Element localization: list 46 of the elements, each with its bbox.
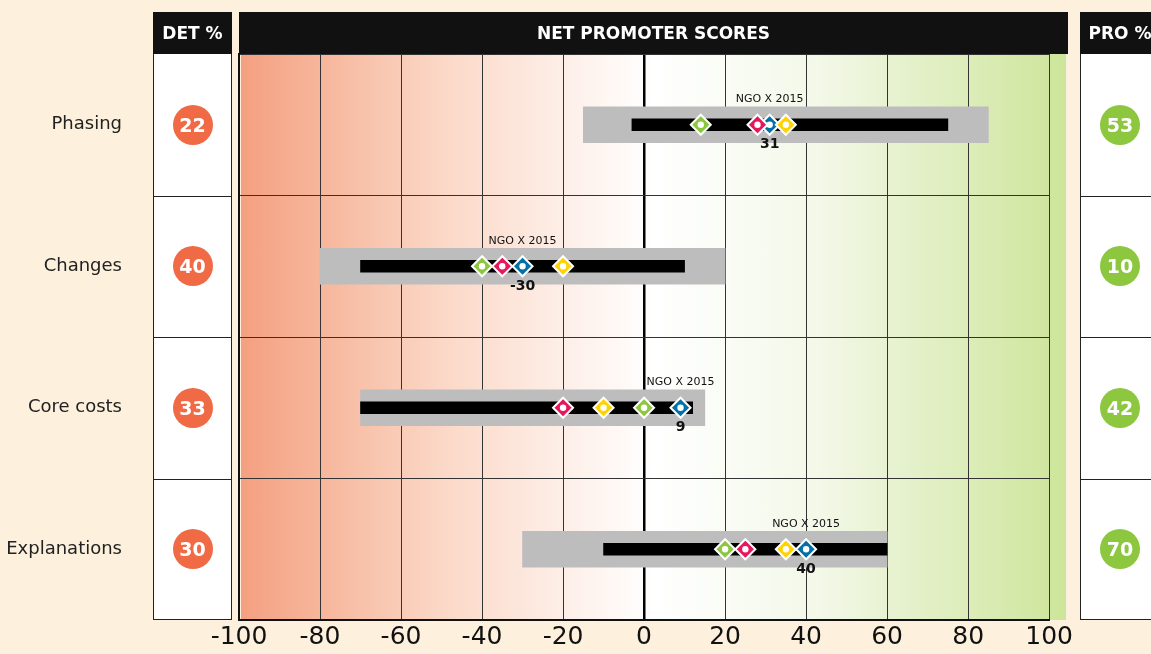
data-label: 10 bbox=[1100, 246, 1140, 287]
x-tick-label: 20 bbox=[709, 620, 741, 650]
x-tick-label: -20 bbox=[542, 620, 584, 650]
point bbox=[552, 396, 575, 419]
x-tick-label: 80 bbox=[952, 620, 985, 650]
point bbox=[689, 113, 712, 136]
point bbox=[511, 255, 534, 278]
x-tick-label: -60 bbox=[380, 620, 422, 650]
x-tick-label: -80 bbox=[299, 620, 341, 650]
data-label: 22 bbox=[172, 104, 213, 145]
data-label: 42 bbox=[1100, 387, 1140, 428]
series-label: NGO X 2015 bbox=[488, 233, 557, 247]
data-label: -30 bbox=[509, 276, 536, 293]
x-tick-label: 0 bbox=[636, 620, 653, 650]
point bbox=[669, 396, 692, 419]
y-tick-label: Changes bbox=[43, 253, 122, 275]
point bbox=[714, 538, 737, 561]
text: NGO X 2015 bbox=[735, 92, 804, 106]
point bbox=[774, 538, 797, 561]
point bbox=[471, 255, 494, 278]
point bbox=[633, 396, 656, 419]
data-label: 40 bbox=[172, 246, 213, 287]
data-label: 9 bbox=[675, 418, 686, 435]
x-tick-label: 60 bbox=[871, 620, 904, 650]
y-tick-label: Phasing bbox=[51, 112, 122, 134]
x-tick-label: 40 bbox=[790, 620, 823, 650]
x-tick-label: 100 bbox=[1025, 620, 1073, 650]
point bbox=[592, 396, 615, 419]
text: DET % bbox=[153, 12, 232, 54]
chart-title: NET PROMOTER SCORES bbox=[239, 12, 1068, 54]
y-tick-label: Core costs bbox=[27, 395, 122, 417]
data-label: 40 bbox=[796, 559, 817, 576]
text: PRO % bbox=[1080, 12, 1151, 54]
point bbox=[552, 255, 575, 278]
point bbox=[774, 113, 797, 136]
point bbox=[795, 538, 818, 561]
text: NGO X 2015 bbox=[646, 375, 715, 389]
x-tick-label: -100 bbox=[210, 620, 268, 650]
x-tick-label: -40 bbox=[461, 620, 503, 650]
point bbox=[746, 113, 769, 136]
data-label: 30 bbox=[172, 529, 213, 570]
data-label: 53 bbox=[1100, 104, 1140, 145]
data-label: 33 bbox=[172, 387, 213, 428]
y-tick-label: Explanations bbox=[6, 536, 122, 558]
data-label: 31 bbox=[759, 135, 780, 152]
data-label: 70 bbox=[1100, 529, 1140, 570]
